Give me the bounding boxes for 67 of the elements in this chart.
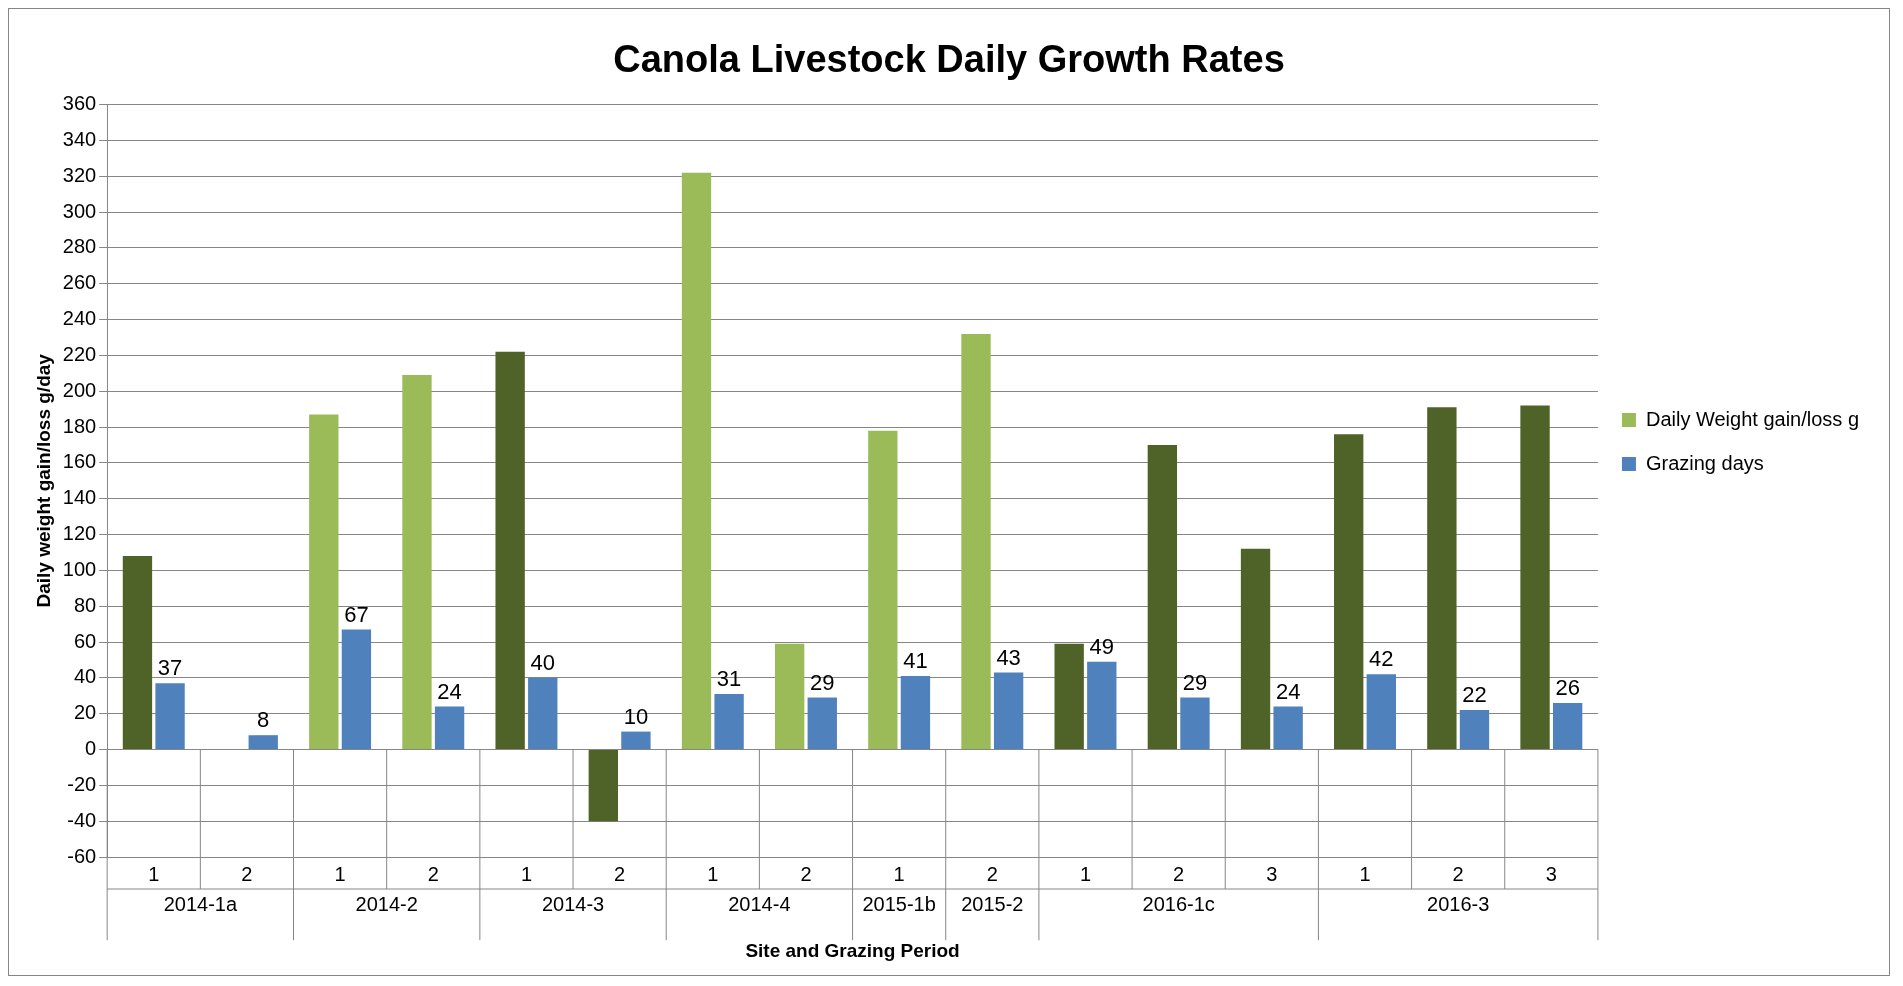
x-tick-label: 3 bbox=[1266, 862, 1278, 885]
y-tick-label: 280 bbox=[62, 235, 97, 258]
x-tick-label: 2 bbox=[1173, 862, 1185, 885]
y-tick-label: 120 bbox=[62, 522, 97, 545]
data-label: 29 bbox=[810, 669, 835, 695]
data-label: 8 bbox=[257, 707, 270, 733]
data-label: 40 bbox=[530, 649, 555, 675]
y-axis-title: Daily weight gain/loss g/day bbox=[32, 353, 54, 608]
data-label: 24 bbox=[437, 678, 462, 704]
y-tick-label: -40 bbox=[67, 808, 97, 831]
y-tick-label: 80 bbox=[73, 593, 97, 616]
legend-label: Grazing days bbox=[1645, 451, 1764, 474]
x-tick-label: 2 bbox=[241, 862, 253, 885]
y-tick-label: 260 bbox=[62, 271, 97, 294]
data-label: 41 bbox=[903, 648, 928, 674]
text: 2014-2 bbox=[355, 892, 418, 915]
data-label: 42 bbox=[1369, 646, 1394, 672]
x-tick-label: 1 bbox=[334, 862, 346, 885]
data-label: 26 bbox=[1555, 675, 1580, 700]
text: 2014-3 bbox=[541, 892, 605, 915]
x-tick-label: 1 bbox=[707, 862, 719, 885]
y-tick-label: 340 bbox=[62, 127, 97, 150]
y-tick-label: -20 bbox=[67, 772, 97, 795]
text: 2016-3 bbox=[1427, 892, 1490, 915]
x-tick-label: 2 bbox=[1452, 862, 1464, 885]
chart-title: Canola Livestock Daily Growth Rates bbox=[613, 38, 1285, 81]
y-tick-label: 100 bbox=[62, 557, 97, 580]
x-tick-label: 2 bbox=[800, 862, 812, 885]
x-tick-label: 2 bbox=[427, 862, 439, 885]
x-tick-label: 1 bbox=[1359, 862, 1371, 885]
text: 2016-1c bbox=[1142, 892, 1215, 915]
x-tick-label: 1 bbox=[893, 862, 905, 885]
data-label: 49 bbox=[1089, 633, 1115, 659]
legend-label: Daily Weight gain/loss g bbox=[1645, 407, 1860, 430]
x-tick-label: 3 bbox=[1545, 862, 1557, 885]
y-tick-label: 60 bbox=[73, 629, 97, 652]
x-tick-label: 2 bbox=[614, 862, 626, 885]
y-tick-label: 220 bbox=[62, 342, 97, 365]
data-label: 22 bbox=[1462, 682, 1487, 708]
y-tick-label: 360 bbox=[62, 92, 97, 115]
y-tick-label: 140 bbox=[62, 486, 97, 509]
x-tick-label: 1 bbox=[1079, 862, 1092, 885]
y-tick-label: 300 bbox=[62, 199, 97, 222]
x-tick-label: 2 bbox=[986, 862, 998, 885]
data-label: 10 bbox=[623, 703, 649, 729]
y-tick-label: 160 bbox=[62, 450, 97, 473]
y-tick-label: 0 bbox=[85, 737, 97, 760]
data-label: 31 bbox=[716, 666, 742, 692]
text: 2015-1b bbox=[862, 892, 936, 915]
y-tick-label: 200 bbox=[62, 378, 97, 401]
y-tick-label: 20 bbox=[73, 701, 97, 724]
text: 2014-4 bbox=[728, 892, 791, 915]
data-label: 37 bbox=[157, 655, 183, 681]
y-tick-label: 40 bbox=[73, 665, 97, 688]
y-tick-label: 320 bbox=[62, 163, 97, 186]
y-tick-label: -60 bbox=[67, 844, 97, 867]
data-label: 29 bbox=[1182, 669, 1208, 695]
x-tick-label: 1 bbox=[520, 862, 533, 885]
x-tick-label: 1 bbox=[148, 862, 160, 885]
y-tick-label: 180 bbox=[62, 414, 97, 437]
data-label: 43 bbox=[996, 644, 1021, 670]
text: 2014-1a bbox=[163, 892, 238, 915]
text: 2015-2 bbox=[961, 892, 1024, 915]
y-tick-label: 240 bbox=[62, 307, 97, 330]
x-axis-title: Site and Grazing Period bbox=[745, 940, 960, 962]
data-label: 24 bbox=[1275, 678, 1301, 704]
data-label: 67 bbox=[344, 601, 369, 627]
